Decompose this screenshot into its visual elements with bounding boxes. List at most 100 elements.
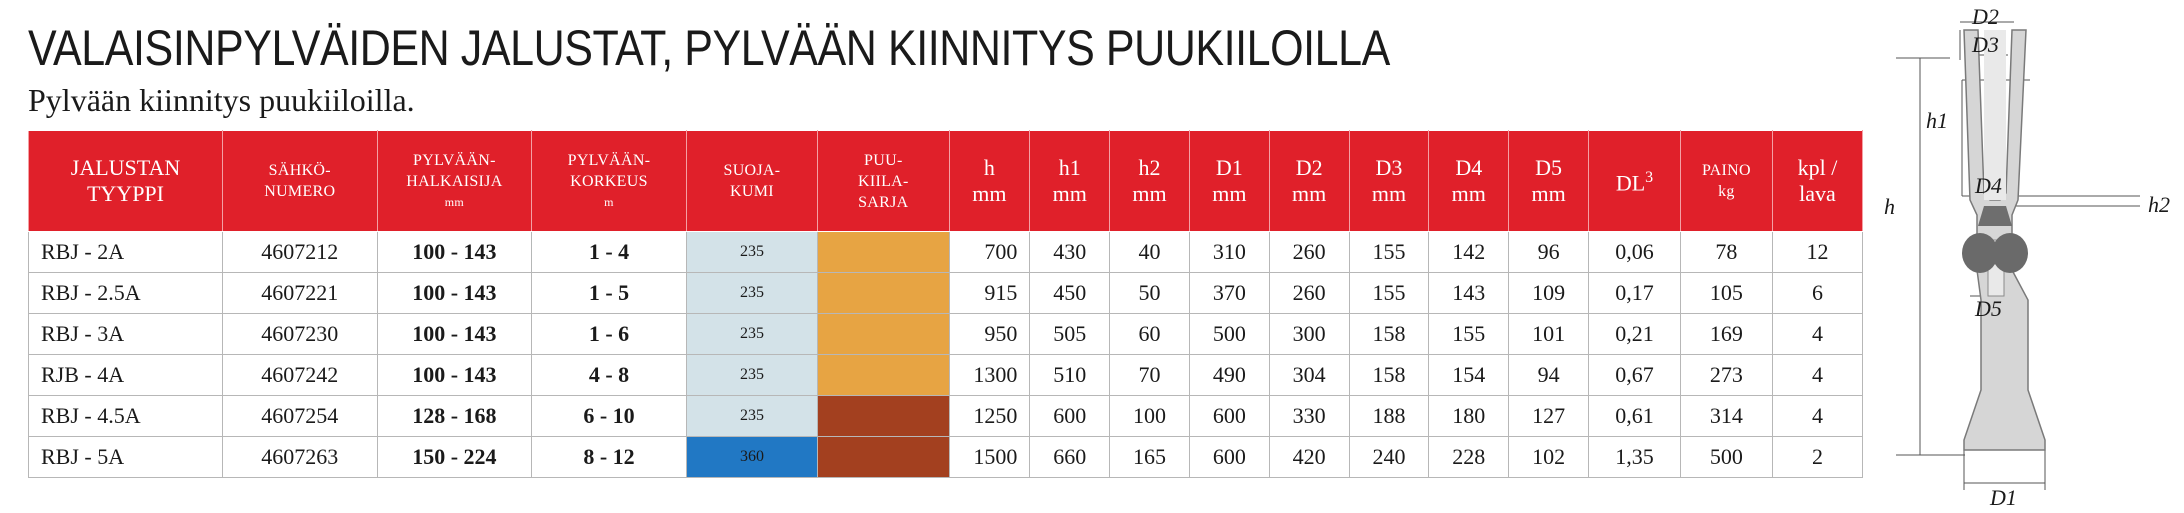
cell-halkaisija: 100 - 143 — [376, 313, 533, 355]
col-header-h1: h1 mm — [1029, 130, 1111, 232]
cell-d2: 420 — [1268, 436, 1350, 478]
cell-d1: 600 — [1188, 395, 1270, 437]
cell-d3: 155 — [1348, 272, 1430, 314]
cell-paino: 314 — [1679, 395, 1773, 437]
label-d1: D1 — [1989, 485, 2017, 510]
cell-puukiilasarja — [817, 231, 950, 273]
cell-puukiilasarja — [817, 272, 950, 314]
label-d4: D4 — [1974, 173, 2002, 198]
col-header-d4: D4 mm — [1428, 130, 1510, 232]
cell-h2: 70 — [1109, 354, 1190, 396]
cell-sahkonumero: 4607242 — [222, 354, 378, 396]
cell-paino: 500 — [1679, 436, 1773, 478]
cell-d2: 330 — [1268, 395, 1350, 437]
cell-d1: 500 — [1188, 313, 1270, 355]
cell-h1: 450 — [1029, 272, 1111, 314]
cell-korkeus: 1 - 4 — [531, 231, 687, 273]
cell-h1: 600 — [1029, 395, 1111, 437]
label-h: h — [1884, 194, 1895, 219]
cell-h: 1500 — [948, 436, 1031, 478]
rubber-ring-neck — [1978, 206, 2012, 226]
cell-d3: 188 — [1348, 395, 1430, 437]
cell-type: RBJ - 5A — [28, 436, 223, 478]
cell-halkaisija: 100 - 143 — [376, 231, 533, 273]
col-header-type: JALUSTAN TYYPPI — [28, 130, 223, 232]
col-header-puukiilasarja: PUU- KIILA- SARJA — [817, 130, 950, 232]
cell-puukiilasarja — [817, 313, 950, 355]
cell-d4: 228 — [1428, 436, 1510, 478]
table-row: RBJ - 5A 4607263 150 - 224 8 - 12 360 1500 660… — [28, 436, 1864, 478]
cell-korkeus: 1 - 5 — [531, 272, 687, 314]
cell-kpl-lava: 4 — [1771, 395, 1864, 437]
cell-type: RBJ - 3A — [28, 313, 223, 355]
label-h1: h1 — [1926, 108, 1948, 133]
cell-h1: 510 — [1029, 354, 1111, 396]
cell-paino: 273 — [1679, 354, 1773, 396]
page-title: VALAISINPYLVÄIDEN JALUSTAT, PYLVÄÄN KIIN… — [28, 20, 1390, 76]
cell-h2: 100 — [1109, 395, 1190, 437]
cell-type: RJB - 4A — [28, 354, 223, 396]
cell-d1: 370 — [1188, 272, 1270, 314]
cell-dl: 0,17 — [1588, 272, 1681, 314]
cell-paino: 105 — [1679, 272, 1773, 314]
cell-korkeus: 1 - 6 — [531, 313, 687, 355]
cell-kpl-lava: 2 — [1771, 436, 1864, 478]
cell-korkeus: 4 - 8 — [531, 354, 687, 396]
col-header-h2: h2 mm — [1109, 130, 1190, 232]
rubber-ring-right — [1992, 233, 2028, 273]
cell-suojakumi: 235 — [685, 313, 819, 355]
col-header-d5: D5 mm — [1508, 130, 1590, 232]
cell-kpl-lava: 4 — [1771, 354, 1864, 396]
cell-d2: 304 — [1268, 354, 1350, 396]
cell-h: 1250 — [948, 395, 1031, 437]
cell-d2: 260 — [1268, 231, 1350, 273]
cell-halkaisija: 150 - 224 — [376, 436, 533, 478]
col-header-korkeus: PYLVÄÄN- KORKEUS m — [531, 130, 687, 232]
cell-h2: 40 — [1109, 231, 1190, 273]
cell-suojakumi: 360 — [685, 436, 819, 478]
cell-d4: 154 — [1428, 354, 1510, 396]
col-header-suojakumi: SUOJA- KUMI — [685, 130, 819, 232]
cell-dl: 1,35 — [1588, 436, 1681, 478]
cell-d5: 109 — [1508, 272, 1590, 314]
spec-table: JALUSTAN TYYPPI SÄHKÖ- NUMERO PYLVÄÄN- HALK… — [28, 130, 1864, 478]
cell-suojakumi: 235 — [685, 272, 819, 314]
cell-korkeus: 8 - 12 — [531, 436, 687, 478]
cell-d3: 158 — [1348, 313, 1430, 355]
cell-d5: 102 — [1508, 436, 1590, 478]
col-header-d1: D1 mm — [1188, 130, 1270, 232]
cell-kpl-lava: 4 — [1771, 313, 1864, 355]
table-row: RBJ - 2A 4607212 100 - 143 1 - 4 235 700 430 40… — [28, 231, 1864, 273]
col-header-halkaisija: PYLVÄÄN- HALKAISIJA mm — [376, 130, 533, 232]
cell-type: RBJ - 2.5A — [28, 272, 223, 314]
cell-sahkonumero: 4607254 — [222, 395, 378, 437]
cell-puukiilasarja — [817, 395, 950, 437]
col-header-sahkonumero: SÄHKÖ- NUMERO — [222, 130, 378, 232]
cell-d4: 143 — [1428, 272, 1510, 314]
cell-d3: 158 — [1348, 354, 1430, 396]
cell-suojakumi: 235 — [685, 395, 819, 437]
cell-puukiilasarja — [817, 436, 950, 478]
cell-h: 700 — [948, 231, 1031, 273]
cell-d1: 490 — [1188, 354, 1270, 396]
base-diagram: D2 D3 h1 h D4 h2 D5 D1 — [1884, 4, 2170, 510]
table-body: RBJ - 2A 4607212 100 - 143 1 - 4 235 700 430 40… — [28, 231, 1864, 478]
cell-h: 915 — [948, 272, 1031, 314]
cell-h1: 430 — [1029, 231, 1111, 273]
cell-h1: 505 — [1029, 313, 1111, 355]
cell-sahkonumero: 4607230 — [222, 313, 378, 355]
cell-halkaisija: 100 - 143 — [376, 354, 533, 396]
label-h2: h2 — [2148, 192, 2170, 217]
label-d5: D5 — [1974, 296, 2002, 321]
cell-d4: 180 — [1428, 395, 1510, 437]
cell-d1: 600 — [1188, 436, 1270, 478]
cell-d5: 94 — [1508, 354, 1590, 396]
cell-type: RBJ - 2A — [28, 231, 223, 273]
cell-h2: 165 — [1109, 436, 1190, 478]
cell-suojakumi: 235 — [685, 354, 819, 396]
cell-puukiilasarja — [817, 354, 950, 396]
cell-d1: 310 — [1188, 231, 1270, 273]
cell-dl: 0,67 — [1588, 354, 1681, 396]
cell-halkaisija: 128 - 168 — [376, 395, 533, 437]
cell-h2: 50 — [1109, 272, 1190, 314]
